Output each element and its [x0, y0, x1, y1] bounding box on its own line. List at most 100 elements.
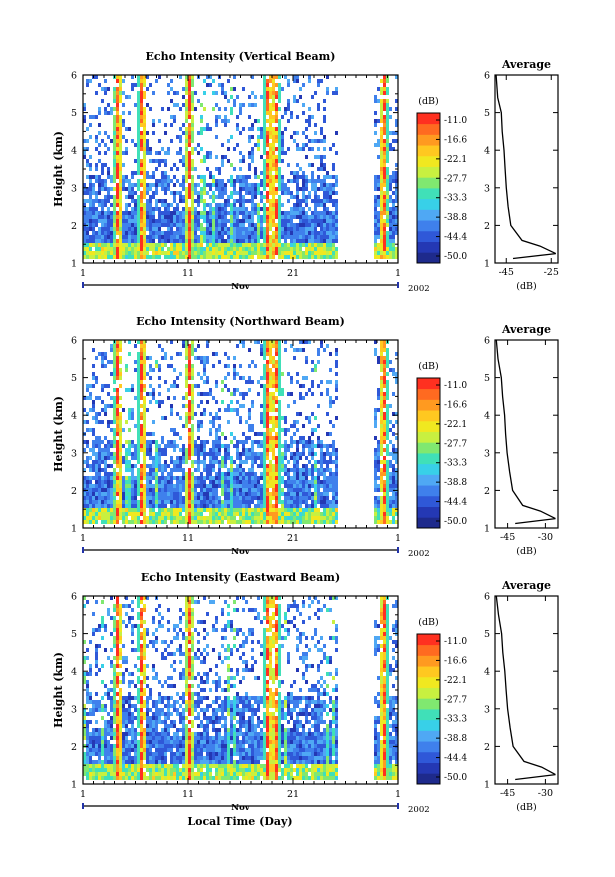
y-tick-label: 6: [484, 592, 490, 603]
heatmap-cells: [83, 596, 398, 780]
y-tick-label: 1: [484, 524, 490, 535]
colorbar-segment: [417, 378, 440, 390]
average-frame: [494, 595, 559, 785]
average-title: Average: [501, 58, 551, 71]
colorbar-segment: [417, 730, 440, 742]
x-tick-label: 21: [287, 268, 299, 279]
month-label: Nov: [231, 547, 250, 557]
y-tick-label: 3: [484, 704, 490, 715]
average-title: Average: [501, 323, 551, 336]
colorbar-segment: [417, 762, 440, 774]
colorbar-tick-label: -44.4: [444, 233, 467, 243]
y-tick-label: 2: [484, 742, 490, 753]
y-tick-label: 3: [71, 183, 77, 194]
colorbar-segment: [417, 773, 440, 785]
colorbar-segment: [417, 252, 440, 264]
y-tick-label: 5: [71, 108, 77, 119]
x-tick-label: -45: [499, 267, 514, 278]
colorbar-segment: [417, 113, 440, 125]
colorbar-segment: [417, 687, 440, 699]
y-tick-label: 2: [484, 486, 490, 497]
y-tick-label: 6: [484, 71, 490, 82]
colorbar-segment: [417, 230, 440, 242]
colorbar-segment: [417, 666, 440, 678]
x-tick-label: 21: [287, 789, 299, 800]
colorbar-segment: [417, 709, 440, 721]
colorbar-segment: [417, 420, 440, 432]
colorbar-segment: [417, 644, 440, 656]
x-tick-label: 1: [395, 268, 401, 279]
y-tick-label: 1: [71, 780, 77, 791]
y-axis-label: Height (km): [52, 396, 65, 472]
y-tick-label: 2: [71, 742, 77, 753]
y-tick-label: 4: [71, 667, 77, 678]
average-profile-line: [495, 595, 556, 776]
colorbar-segment: [417, 655, 440, 667]
x-tick-label: 1: [80, 789, 86, 800]
colorbar-segment: [417, 410, 440, 422]
month-label: Nov: [231, 282, 250, 292]
y-tick-label: 1: [484, 259, 490, 270]
year-label: 2002: [408, 549, 430, 559]
average-panel: Average 1 2 3 4 5 6 -45 -30(dB): [484, 579, 559, 813]
colorbar-segment: [417, 166, 440, 178]
colorbar-segment: [417, 698, 440, 710]
y-tick-label: 2: [71, 486, 77, 497]
colorbar-tick-label: -38.8: [444, 213, 467, 223]
year-label: 2002: [408, 805, 430, 815]
average-profile-line: [515, 517, 556, 525]
month-label: Nov: [231, 803, 250, 813]
colorbar-tick-label: -16.6: [444, 135, 467, 145]
colorbar-segment: [417, 495, 440, 507]
colorbar-tick-label: -16.6: [444, 400, 467, 410]
colorbar-tick-label: -27.7: [444, 174, 467, 184]
colorbar-tick-label: -22.1: [444, 676, 467, 686]
colorbar-segment: [417, 177, 440, 189]
colorbar-tick-label: -38.8: [444, 734, 467, 744]
heatmap-cells: [83, 75, 398, 259]
colorbar-frame: [416, 377, 441, 529]
heatmap-title: Echo Intensity (Vertical Beam): [145, 50, 335, 63]
y-axis-label: Height (km): [52, 131, 65, 207]
colorbar-tick-label: -11.0: [444, 637, 467, 647]
colorbar-tick-label: -50.0: [444, 252, 467, 262]
colorbar-segment: [417, 388, 440, 400]
colorbar-frame: [416, 633, 441, 785]
y-tick-label: 3: [484, 183, 490, 194]
average-frame: [494, 74, 559, 264]
y-tick-label: 5: [484, 373, 490, 384]
colorbar-tick-label: -38.8: [444, 478, 467, 488]
x-tick-label: -25: [544, 267, 559, 278]
colorbar-segment: [417, 123, 440, 135]
colorbar-unit: (dB): [418, 361, 438, 372]
colorbar-tick-label: -11.0: [444, 381, 467, 391]
colorbar-segment: [417, 145, 440, 157]
x-tick-label: -45: [500, 532, 515, 543]
x-tick-label: -30: [538, 788, 553, 799]
y-tick-label: 1: [71, 524, 77, 535]
y-tick-label: 4: [484, 146, 490, 157]
colorbar-tick-label: -50.0: [444, 773, 467, 783]
y-tick-label: 1: [71, 259, 77, 270]
y-tick-label: 6: [71, 336, 77, 347]
colorbar-tick-label: -27.7: [444, 439, 467, 449]
colorbar-segment: [417, 220, 440, 232]
colorbar-tick-label: -22.1: [444, 420, 467, 430]
colorbar-segment: [417, 634, 440, 646]
x-tick-label: 11: [182, 533, 194, 544]
colorbar-segment: [417, 474, 440, 486]
y-tick-label: 2: [484, 221, 490, 232]
y-tick-label: 6: [484, 336, 490, 347]
heatmap-title: Echo Intensity (Northward Beam): [136, 315, 345, 328]
x-tick-label: 1: [395, 533, 401, 544]
year-label: 2002: [408, 284, 430, 294]
colorbar-tick-label: -33.3: [444, 715, 467, 725]
average-profile-line: [495, 339, 556, 520]
colorbar-segment: [417, 751, 440, 763]
average-frame: [494, 339, 559, 529]
y-tick-label: 4: [484, 411, 490, 422]
